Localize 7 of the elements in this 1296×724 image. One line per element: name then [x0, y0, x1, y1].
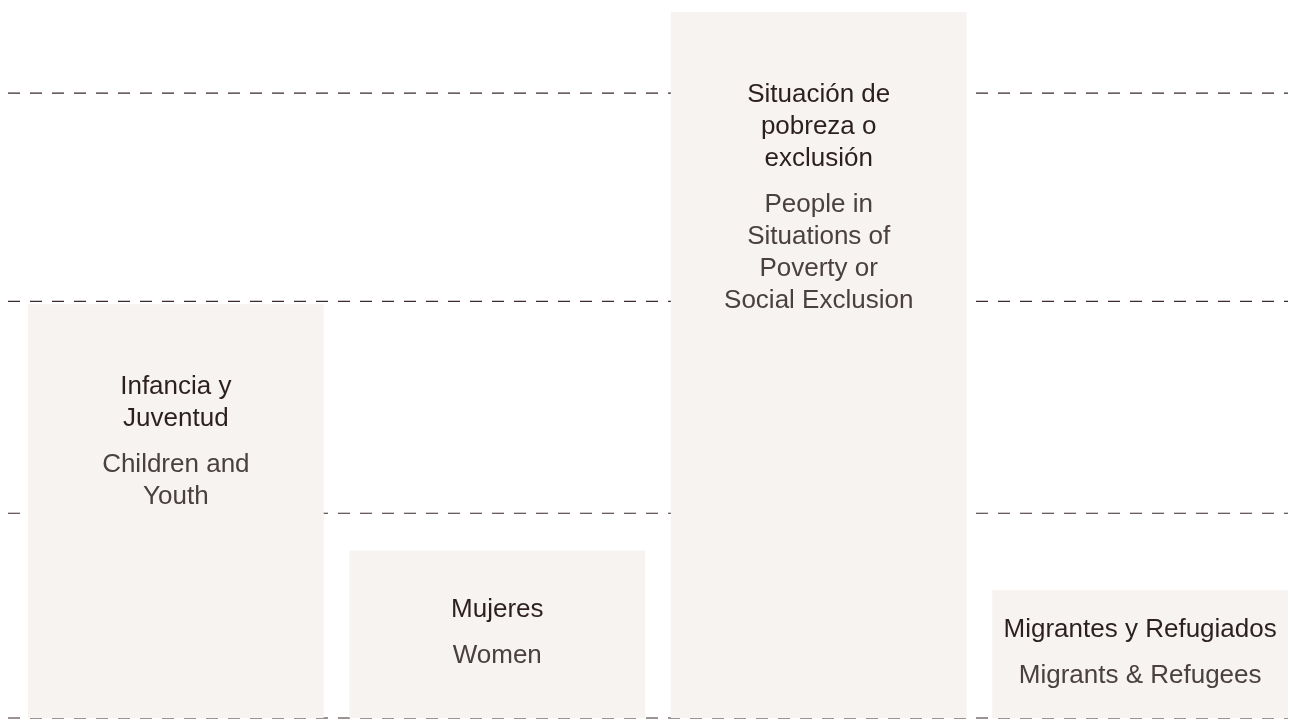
- x-tick-label: Infancia y Juventud Children and Youth: [102, 370, 250, 511]
- x-tick-label: Migrantes y Refugiados Migrants & Refugees: [1003, 613, 1277, 690]
- bar: [349, 550, 646, 718]
- bar: [670, 12, 967, 718]
- bar: [28, 304, 324, 718]
- x-tick-label: Mujeres Women: [451, 593, 544, 670]
- x-tick-label: Situación de pobreza o exclusión People in Situations of Poverty or Social Exclusion: [724, 78, 914, 314]
